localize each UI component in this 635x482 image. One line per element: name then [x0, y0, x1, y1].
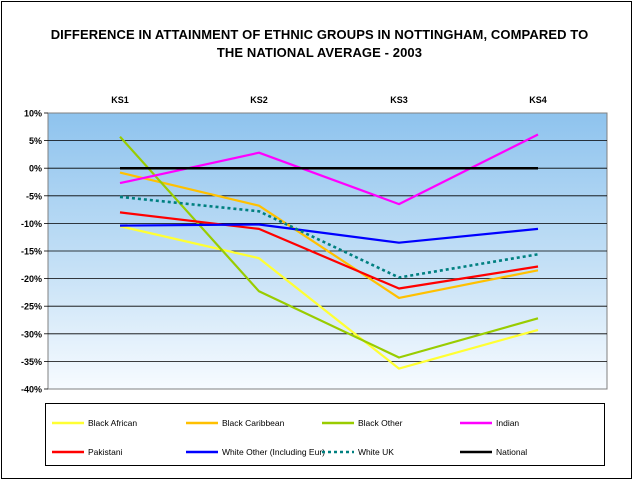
legend-swatch — [460, 421, 492, 425]
y-tick-label: -35% — [21, 357, 42, 367]
legend: Black African Black Caribbean Black Other I… — [45, 403, 605, 466]
chart-title: DIFFERENCE IN ATTAINMENT OF ETHNIC GROUP… — [42, 26, 597, 62]
legend-swatch — [52, 421, 84, 425]
legend-label: Pakistani — [88, 447, 123, 457]
legend-swatch — [186, 450, 218, 454]
legend-label: Black African — [88, 418, 138, 428]
y-tick-label: 5% — [29, 136, 42, 146]
legend-label: White UK — [358, 447, 394, 457]
legend-item-white-uk: White UK — [322, 445, 394, 459]
legend-label: Black Other — [358, 418, 403, 428]
y-tick-label: -5% — [26, 191, 42, 201]
legend-label: White Other (Including Eur) — [222, 447, 325, 457]
y-tick-label: -25% — [21, 302, 42, 312]
y-tick-label: -10% — [21, 219, 42, 229]
chart-title-line-2: THE NATIONAL AVERAGE - 2003 — [216, 45, 423, 60]
x-category-label: KS2 — [250, 95, 268, 105]
x-category-label: KS1 — [111, 95, 129, 105]
legend-label: National — [496, 447, 528, 457]
chart-title-line-1: DIFFERENCE IN ATTAINMENT OF ETHNIC GROUP… — [50, 27, 589, 42]
legend-swatch — [322, 421, 354, 425]
y-axis-ticks: 10% 5% 0% -5% -10% -15% -20% -25% -30% -35% -40% — [21, 109, 48, 395]
legend-swatch — [52, 450, 84, 454]
legend-item-white-other-including-eur: White Other (Including Eur) — [186, 445, 325, 459]
legend-item-pakistani: Pakistani — [52, 445, 123, 459]
x-category-label: KS4 — [529, 95, 547, 105]
x-axis-categories: KS1 KS2 KS3 KS4 — [111, 95, 547, 105]
series-line-black-caribbean — [119, 171, 539, 299]
series-line-white-uk — [119, 195, 539, 279]
legend-swatch — [186, 421, 218, 425]
legend-item-black-caribbean: Black Caribbean — [186, 416, 284, 430]
series-line-white-other-including-eur — [119, 223, 539, 244]
series-line-black-other — [119, 135, 539, 359]
y-tick-label: 0% — [29, 164, 42, 174]
legend-item-black-african: Black African — [52, 416, 137, 430]
y-tick-label: -20% — [21, 274, 42, 284]
legend-swatch — [322, 450, 354, 454]
legend-item-black-other: Black Other — [322, 416, 402, 430]
legend-label: Black Caribbean — [222, 418, 285, 428]
y-tick-label: 10% — [24, 109, 42, 119]
y-tick-label: -40% — [21, 385, 42, 395]
x-category-label: KS3 — [390, 95, 408, 105]
legend-item-national: National — [460, 445, 527, 459]
legend-label: Indian — [496, 418, 520, 428]
legend-swatch — [460, 450, 492, 454]
y-tick-label: -15% — [21, 247, 42, 257]
series-lines — [119, 133, 539, 370]
series-line-black-african — [119, 225, 539, 370]
series-line-pakistani — [119, 211, 539, 290]
y-tick-label: -30% — [21, 329, 42, 339]
legend-item-indian: Indian — [460, 416, 519, 430]
